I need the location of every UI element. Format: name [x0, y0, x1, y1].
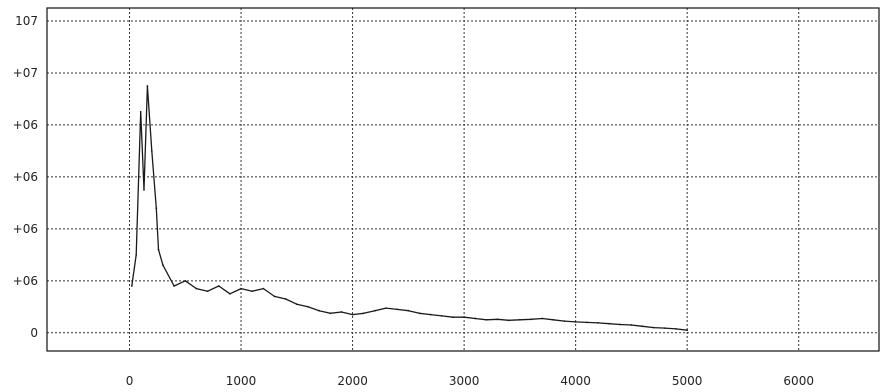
data-point	[519, 318, 521, 321]
data-point	[284, 298, 287, 300]
data-point	[563, 320, 566, 322]
data-point	[541, 317, 544, 320]
data-point	[675, 328, 677, 330]
grid	[47, 8, 879, 351]
series-layer	[130, 85, 689, 332]
data-point	[552, 318, 555, 321]
data-point	[135, 254, 138, 256]
data-point	[240, 287, 243, 290]
data-point	[485, 318, 488, 321]
x-tick-label: 2000	[337, 374, 368, 388]
data-point	[597, 322, 599, 324]
x-tick-label: 4000	[560, 374, 591, 388]
data-point	[262, 287, 265, 290]
x-tick-label: 0	[126, 374, 134, 388]
data-point	[329, 312, 332, 315]
data-point	[463, 316, 465, 319]
data-point	[143, 189, 145, 191]
data-point	[229, 292, 231, 295]
plot-frame	[46, 7, 880, 352]
data-point	[440, 315, 443, 317]
axes	[46, 7, 880, 352]
data-point	[630, 324, 633, 326]
data-point	[385, 307, 387, 309]
data-point	[496, 318, 499, 321]
x-tick-label: 3000	[449, 374, 480, 388]
y-tick-label: 0	[30, 326, 38, 340]
data-point	[374, 309, 376, 312]
data-point	[452, 316, 454, 319]
data-point	[351, 313, 354, 316]
data-point	[155, 207, 158, 210]
data-point	[530, 318, 532, 321]
data-point	[251, 290, 254, 293]
data-point	[407, 309, 410, 312]
data-point	[474, 317, 477, 320]
data-point	[608, 322, 610, 325]
x-tick-label: 5000	[672, 374, 703, 388]
y-tick-label: 107	[15, 14, 38, 28]
data-point	[641, 325, 644, 328]
data-point	[146, 85, 149, 87]
data-point	[139, 111, 142, 113]
y-tick-label: +06	[13, 118, 38, 132]
y-tick-labels: 0 +06 +06 +06 +06 +07 107	[13, 14, 38, 340]
data-point	[340, 311, 343, 313]
data-point	[150, 150, 153, 152]
x-tick-label: 1000	[226, 374, 257, 388]
data-point	[130, 285, 133, 287]
data-point	[686, 329, 689, 332]
y-tick-label: +06	[13, 170, 38, 184]
y-tick-label: +07	[13, 66, 38, 80]
series-line	[131, 85, 688, 331]
data-point	[664, 327, 666, 329]
data-point	[318, 309, 320, 312]
data-point	[418, 312, 421, 315]
data-point	[619, 323, 622, 326]
data-point	[396, 308, 399, 311]
data-point	[574, 321, 577, 323]
data-point	[195, 287, 198, 290]
data-point	[507, 319, 510, 322]
data-point	[295, 303, 298, 306]
x-tick-label: 6000	[783, 374, 814, 388]
data-point	[217, 285, 220, 287]
data-point	[273, 295, 276, 298]
data-point	[307, 305, 309, 308]
data-point	[184, 279, 187, 282]
data-point	[585, 321, 588, 324]
data-point	[429, 313, 432, 316]
data-point	[157, 248, 160, 251]
x-tick-labels: 0 1000 2000 3000 4000 5000 6000	[126, 374, 814, 388]
y-tick-label: +06	[13, 222, 38, 236]
data-point	[206, 290, 209, 293]
data-point	[173, 285, 176, 287]
data-point	[362, 312, 365, 315]
data-point	[652, 326, 655, 329]
y-tick-label: +06	[13, 274, 38, 288]
data-point	[162, 264, 164, 267]
